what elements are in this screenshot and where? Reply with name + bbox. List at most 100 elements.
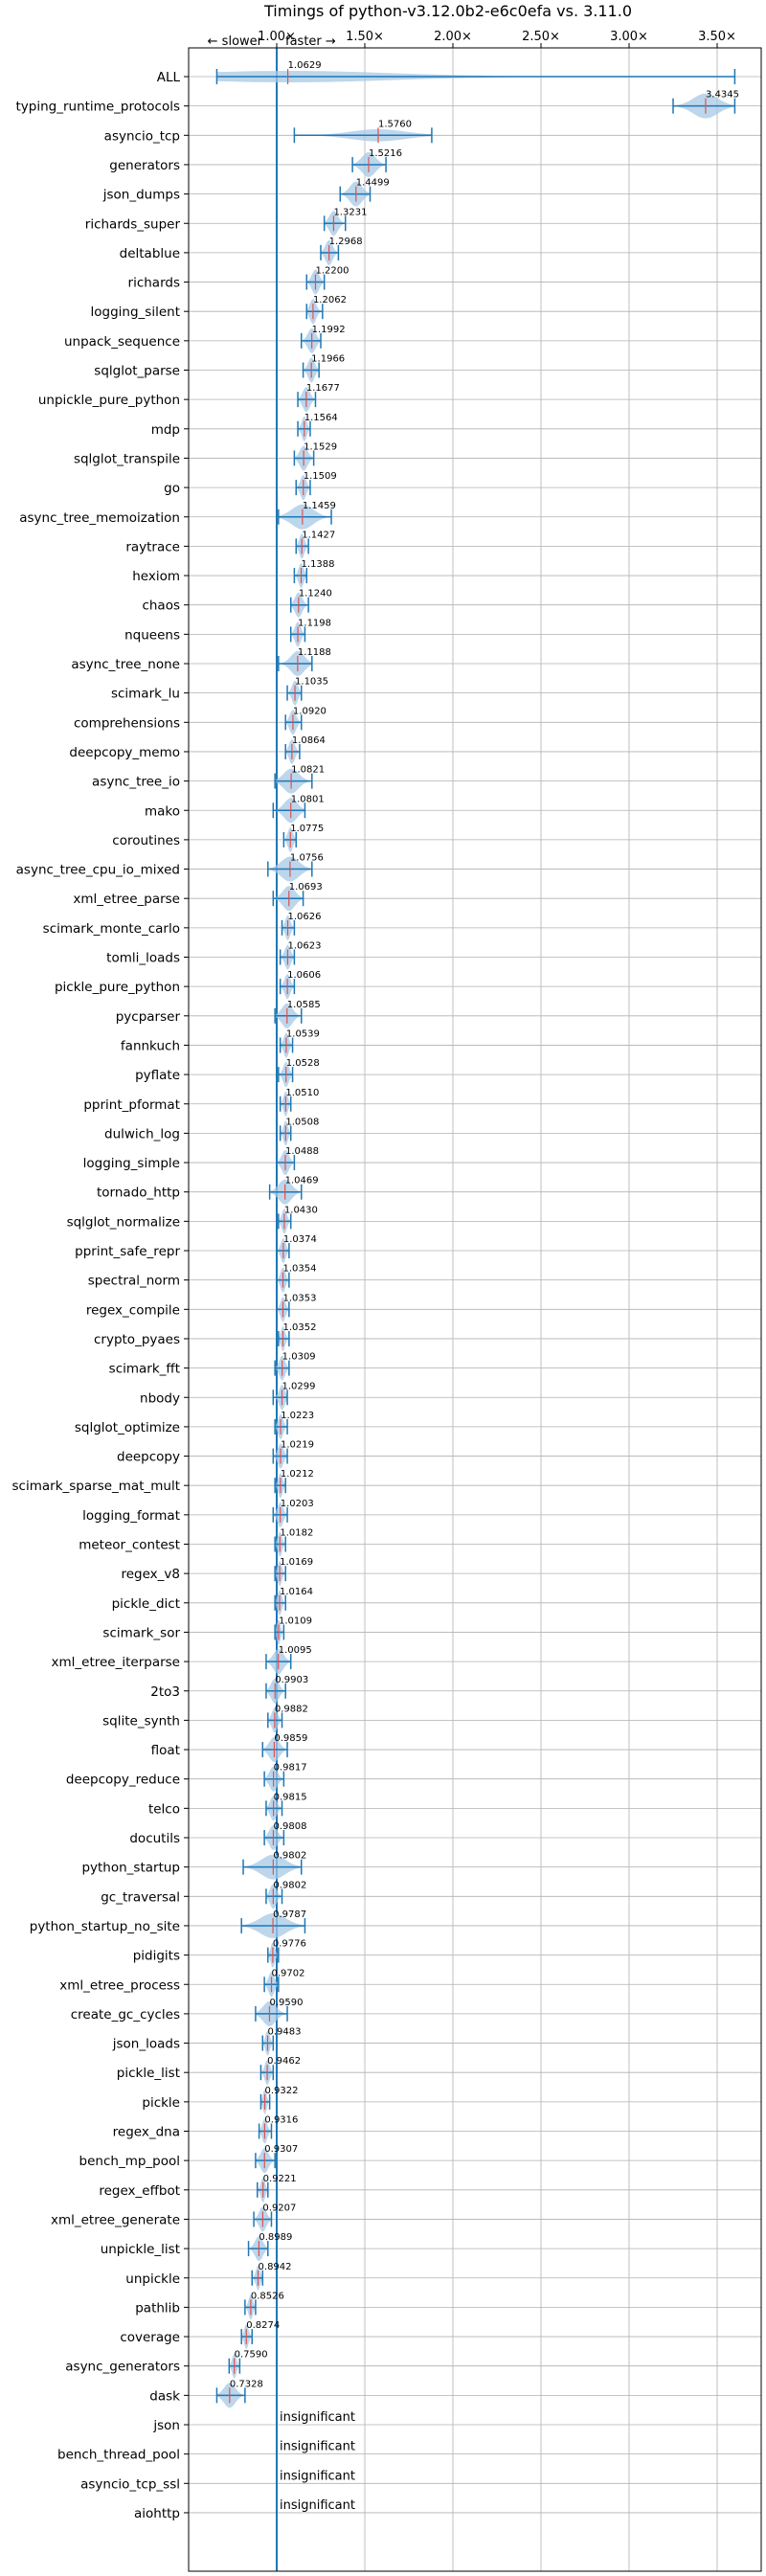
mean-value-label: 1.1035 (295, 677, 328, 688)
mean-value-label: 1.0775 (290, 824, 324, 834)
x-tick-label: 3.00× (610, 30, 648, 44)
mean-value-label: 0.9221 (263, 2174, 297, 2184)
benchmark-label: xml_etree_iterparse (52, 1655, 181, 1670)
mean-value-label: 1.0585 (287, 1000, 321, 1010)
mean-value-label: 1.1992 (312, 325, 346, 335)
benchmark-label: coverage (120, 2330, 180, 2345)
mean-value-label: 1.0299 (282, 1381, 316, 1391)
chart-title: Timings of python-v3.12.0b2-e6c0efa vs. … (263, 2, 632, 20)
benchmark-label: float (151, 1743, 180, 1758)
benchmark-label: deepcopy_memo (69, 745, 180, 760)
mean-value-label: 1.5760 (378, 119, 412, 129)
mean-value-label: 1.0374 (283, 1234, 317, 1245)
benchmark-label: json_loads (112, 2037, 180, 2052)
benchmark-label: mdp (151, 422, 180, 438)
mean-value-label: 1.0626 (288, 912, 322, 922)
grid-lines: 1.00× 1.50× 2.00× 2.50× 3.00× 3.50× ALL typing_… (12, 30, 761, 2571)
mean-value-label: 0.9859 (274, 1733, 307, 1744)
insignificant-label: insignificant (280, 2410, 355, 2425)
benchmark-label: json (152, 2418, 180, 2433)
mean-value-label: 0.9307 (264, 2144, 298, 2155)
mean-value-label: 1.0629 (288, 60, 322, 71)
mean-value-label: 3.4345 (706, 90, 739, 101)
benchmark-label: ALL (157, 70, 181, 85)
mean-value-label: 1.0219 (281, 1440, 314, 1451)
insignificant-label: insignificant (280, 2498, 355, 2513)
benchmark-label: xml_etree_parse (73, 892, 180, 907)
benchmark-label: generators (109, 158, 180, 173)
mean-value-label: 0.9462 (267, 2056, 301, 2067)
benchmark-label: typing_runtime_protocols (16, 100, 181, 115)
mean-value-label: 1.2062 (313, 295, 347, 305)
benchmark-label: logging_format (82, 1508, 180, 1524)
mean-value-label: 1.1966 (311, 354, 345, 365)
benchmark-label: scimark_lu (111, 687, 180, 702)
benchmark-label: unpickle (125, 2271, 180, 2287)
slower-hint: ← slower (208, 34, 263, 49)
mean-value-label: 0.9802 (273, 1851, 306, 1862)
benchmark-label: bench_thread_pool (57, 2448, 180, 2463)
benchmark-label: docutils (129, 1831, 180, 1846)
mean-value-label: 1.0352 (282, 1322, 316, 1333)
mean-value-label: 1.0801 (291, 794, 325, 804)
mean-value-label: 1.0164 (280, 1587, 313, 1597)
benchmark-label: python_startup_no_site (30, 1919, 180, 1934)
mean-value-label: 1.1677 (306, 383, 340, 394)
mean-value-label: 1.0223 (281, 1411, 314, 1421)
benchmark-label: gc_traversal (101, 1889, 180, 1905)
mean-value-label: 1.1459 (303, 501, 336, 511)
mean-value-label: 1.0510 (285, 1088, 319, 1098)
benchmark-label: nqueens (124, 627, 180, 643)
benchmark-label: nbody (140, 1390, 180, 1406)
plot-marks: 1.0629 3.4345 1.5760 1.5216 1.4499 1.3231 1.29… (215, 48, 739, 2571)
mean-value-label: 1.0864 (292, 735, 326, 746)
benchmark-label: fannkuch (121, 1038, 180, 1053)
benchmark-label: meteor_contest (79, 1538, 180, 1553)
x-tick-label: 3.50× (698, 30, 736, 44)
x-tick-label: 2.00× (434, 30, 472, 44)
mean-value-label: 0.9817 (274, 1763, 307, 1774)
benchmark-label: dask (149, 2388, 180, 2404)
benchmark-label: richards_super (85, 216, 181, 232)
mean-value-label: 1.1388 (302, 559, 335, 570)
benchmark-label: async_tree_none (71, 657, 180, 672)
mean-value-label: 1.0169 (280, 1557, 313, 1568)
benchmark-label: hexiom (132, 569, 180, 584)
benchmark-label: coroutines (112, 833, 180, 848)
mean-value-label: 0.9802 (273, 1880, 306, 1890)
mean-value-label: 0.9590 (269, 1998, 303, 2008)
benchmark-label: asyncio_tcp_ssl (80, 2476, 180, 2492)
mean-value-label: 1.1529 (304, 441, 337, 452)
mean-value-label: 0.9702 (272, 1968, 305, 1978)
mean-value-label: 1.2200 (315, 266, 349, 277)
mean-value-label: 0.9483 (267, 2027, 301, 2038)
mean-value-label: 1.0508 (285, 1117, 319, 1127)
mean-value-label: 1.0756 (290, 853, 324, 864)
mean-value-label: 1.0212 (281, 1469, 314, 1480)
benchmark-label: scimark_sparse_mat_mult (12, 1479, 180, 1494)
mean-value-label: 1.1198 (298, 618, 331, 628)
mean-value-label: 1.1188 (298, 647, 331, 658)
mean-value-label: 1.0353 (282, 1293, 316, 1303)
mean-value-label: 0.8274 (246, 2320, 280, 2331)
benchmark-label: spectral_norm (88, 1274, 180, 1289)
mean-value-label: 0.9316 (264, 2115, 298, 2126)
benchmark-label: asyncio_tcp (104, 128, 180, 144)
mean-value-label: 1.0309 (282, 1352, 316, 1363)
benchmark-label: pycparser (116, 1009, 181, 1025)
benchmark-label: sqlite_synth (102, 1713, 180, 1729)
mean-value-label: 1.0623 (287, 941, 321, 952)
benchmark-label: unpickle_list (101, 2242, 180, 2257)
benchmark-label: regex_compile (86, 1302, 180, 1318)
benchmark-label: pickle_pure_python (55, 980, 180, 995)
x-tick-label: 1.00× (258, 30, 296, 44)
mean-value-label: 1.1509 (304, 471, 337, 482)
benchmark-label: 2to3 (150, 1684, 180, 1700)
benchmark-label: pathlib (135, 2300, 180, 2316)
mean-value-label: 0.9776 (273, 1939, 306, 1950)
insignificant-label: insignificant (280, 2440, 355, 2454)
benchmark-label: pprint_safe_repr (75, 1244, 180, 1259)
mean-value-label: 1.0606 (287, 970, 321, 981)
insignificant-label: insignificant (280, 2469, 355, 2483)
